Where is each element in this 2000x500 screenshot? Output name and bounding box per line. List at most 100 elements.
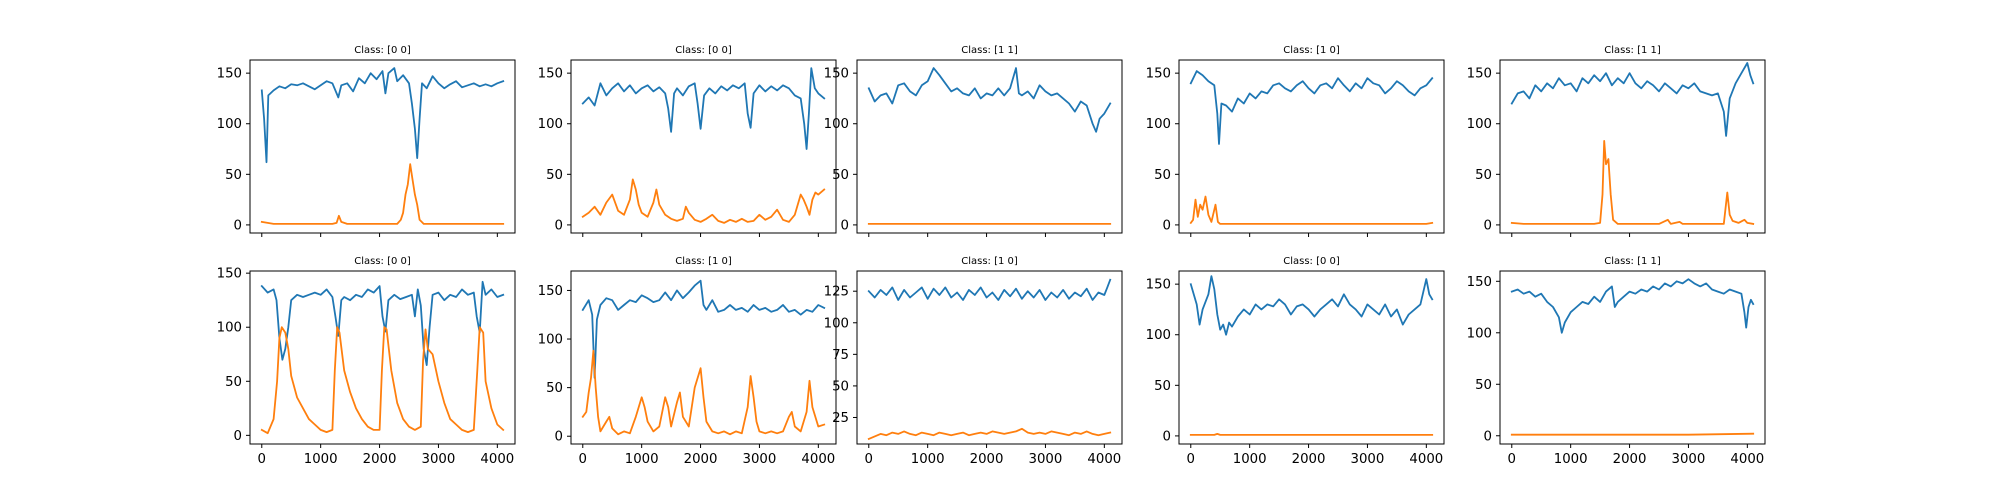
subplot-9: Class: [0 0] 0 50 100 150 0 1000 2000 3000 4000 bbox=[1146, 256, 1445, 467]
y-tick-label: 150 bbox=[1467, 67, 1492, 82]
axes-frame bbox=[249, 270, 516, 445]
series-line-1 bbox=[260, 67, 505, 164]
x-tick-label: 4000 bbox=[480, 452, 514, 467]
x-tick-label: 2000 bbox=[363, 452, 397, 467]
subplot-3: Class: [1 1] 0 50 100 150 bbox=[824, 45, 1123, 237]
series-line-1 bbox=[1510, 278, 1755, 334]
subplot-8: Class: [1 0] 25 50 75 100 125 0 1000 2000 3000 400… bbox=[824, 256, 1123, 467]
x-tick-label: 4000 bbox=[1409, 452, 1443, 467]
x-tick-label: 2000 bbox=[970, 452, 1004, 467]
axes-layer: Class: [0 0] 0 50 100 150 Class: [0 0] 0 50 100 1… bbox=[217, 45, 1766, 467]
series-line-2 bbox=[1189, 433, 1434, 436]
y-tick-label: 150 bbox=[538, 284, 563, 299]
subplot-title: Class: [1 0] bbox=[1283, 45, 1340, 56]
series-line-2 bbox=[1189, 195, 1434, 225]
y-tick-label: 50 bbox=[1475, 168, 1492, 183]
x-tick-label: 2000 bbox=[1292, 452, 1326, 467]
y-tick-label: 100 bbox=[217, 321, 242, 336]
x-tick-label: 3000 bbox=[1351, 452, 1385, 467]
x-tick-label: 2000 bbox=[684, 452, 718, 467]
series-line-1 bbox=[1189, 275, 1434, 336]
y-tick-label: 0 bbox=[1163, 218, 1171, 233]
series-line-1 bbox=[1189, 70, 1434, 145]
subplot-7: Class: [1 0] 0 50 100 150 0 1000 2000 3000 4000 bbox=[538, 256, 837, 467]
series-line-1 bbox=[867, 278, 1112, 301]
x-tick-label: 1000 bbox=[1233, 452, 1267, 467]
series-line-2 bbox=[581, 178, 826, 224]
y-tick-label: 150 bbox=[1146, 67, 1171, 82]
axes-frame bbox=[856, 270, 1123, 445]
series-line-2 bbox=[1510, 432, 1755, 436]
y-tick-label: 150 bbox=[1146, 278, 1171, 293]
subplot-title: Class: [1 1] bbox=[1604, 256, 1661, 267]
subplot-title: Class: [0 0] bbox=[354, 45, 411, 56]
y-tick-label: 75 bbox=[832, 348, 849, 363]
x-tick-label: 0 bbox=[1187, 452, 1195, 467]
subplot-title: Class: [0 0] bbox=[675, 45, 732, 56]
subplot-1: Class: [0 0] 0 50 100 150 bbox=[217, 45, 516, 237]
subplot-title: Class: [1 0] bbox=[961, 256, 1018, 267]
series-line-2 bbox=[867, 427, 1112, 441]
x-tick-label: 0 bbox=[1508, 452, 1516, 467]
subplot-10: Class: [1 1] 0 50 100 150 0 1000 2000 3000 4000 bbox=[1467, 256, 1766, 467]
subplot-title: Class: [1 1] bbox=[961, 45, 1018, 56]
axes-frame bbox=[570, 59, 837, 234]
y-tick-label: 50 bbox=[832, 168, 849, 183]
series-line-2 bbox=[1510, 140, 1755, 225]
y-tick-label: 100 bbox=[217, 117, 242, 132]
y-tick-label: 0 bbox=[841, 218, 849, 233]
series-line-2 bbox=[260, 163, 505, 225]
y-tick-label: 125 bbox=[824, 285, 849, 300]
y-tick-label: 0 bbox=[1484, 218, 1492, 233]
axes-frame bbox=[1178, 270, 1445, 445]
y-tick-label: 0 bbox=[555, 430, 563, 445]
subplot-2: Class: [0 0] 0 50 100 150 bbox=[538, 45, 837, 237]
subplot-title: Class: [0 0] bbox=[1283, 256, 1340, 267]
y-tick-label: 0 bbox=[234, 218, 242, 233]
y-tick-label: 100 bbox=[538, 117, 563, 132]
axes-frame bbox=[1499, 59, 1766, 234]
x-tick-label: 3000 bbox=[1029, 452, 1063, 467]
y-tick-label: 50 bbox=[546, 168, 563, 183]
x-tick-label: 3000 bbox=[422, 452, 456, 467]
x-tick-label: 0 bbox=[579, 452, 587, 467]
x-tick-label: 3000 bbox=[743, 452, 777, 467]
x-tick-label: 4000 bbox=[1730, 452, 1764, 467]
subplot-6: Class: [0 0] 0 50 100 150 0 1000 2000 3000 4000 bbox=[217, 256, 516, 467]
axes-frame bbox=[249, 59, 516, 234]
y-tick-label: 50 bbox=[546, 381, 563, 396]
y-tick-label: 0 bbox=[1163, 429, 1171, 444]
y-tick-label: 50 bbox=[225, 168, 242, 183]
series-line-2 bbox=[260, 326, 505, 435]
y-tick-label: 0 bbox=[555, 218, 563, 233]
series-line-2 bbox=[581, 349, 826, 436]
y-tick-label: 50 bbox=[1154, 168, 1171, 183]
x-tick-label: 4000 bbox=[801, 452, 835, 467]
x-tick-label: 1000 bbox=[304, 452, 338, 467]
y-tick-label: 50 bbox=[1154, 379, 1171, 394]
axes-frame bbox=[856, 59, 1123, 234]
y-tick-label: 50 bbox=[832, 379, 849, 394]
y-tick-label: 100 bbox=[1467, 326, 1492, 341]
x-tick-label: 1000 bbox=[625, 452, 659, 467]
x-tick-label: 1000 bbox=[1554, 452, 1588, 467]
y-tick-label: 25 bbox=[832, 411, 849, 426]
axes-frame bbox=[1178, 59, 1445, 234]
y-tick-label: 100 bbox=[1467, 117, 1492, 132]
y-tick-label: 150 bbox=[217, 67, 242, 82]
axes-frame bbox=[1499, 270, 1766, 445]
y-tick-label: 150 bbox=[1467, 275, 1492, 290]
x-tick-label: 2000 bbox=[1613, 452, 1647, 467]
x-tick-label: 0 bbox=[258, 452, 266, 467]
y-tick-label: 150 bbox=[217, 267, 242, 282]
series-line-1 bbox=[581, 279, 826, 379]
subplot-4: Class: [1 0] 0 50 100 150 bbox=[1146, 45, 1445, 237]
subplot-title: Class: [0 0] bbox=[354, 256, 411, 267]
axes-frame bbox=[570, 270, 837, 445]
series-line-1 bbox=[1510, 62, 1755, 137]
series-line-1 bbox=[581, 67, 826, 150]
subplot-title: Class: [1 1] bbox=[1604, 45, 1661, 56]
y-tick-label: 50 bbox=[1475, 378, 1492, 393]
x-tick-label: 3000 bbox=[1672, 452, 1706, 467]
